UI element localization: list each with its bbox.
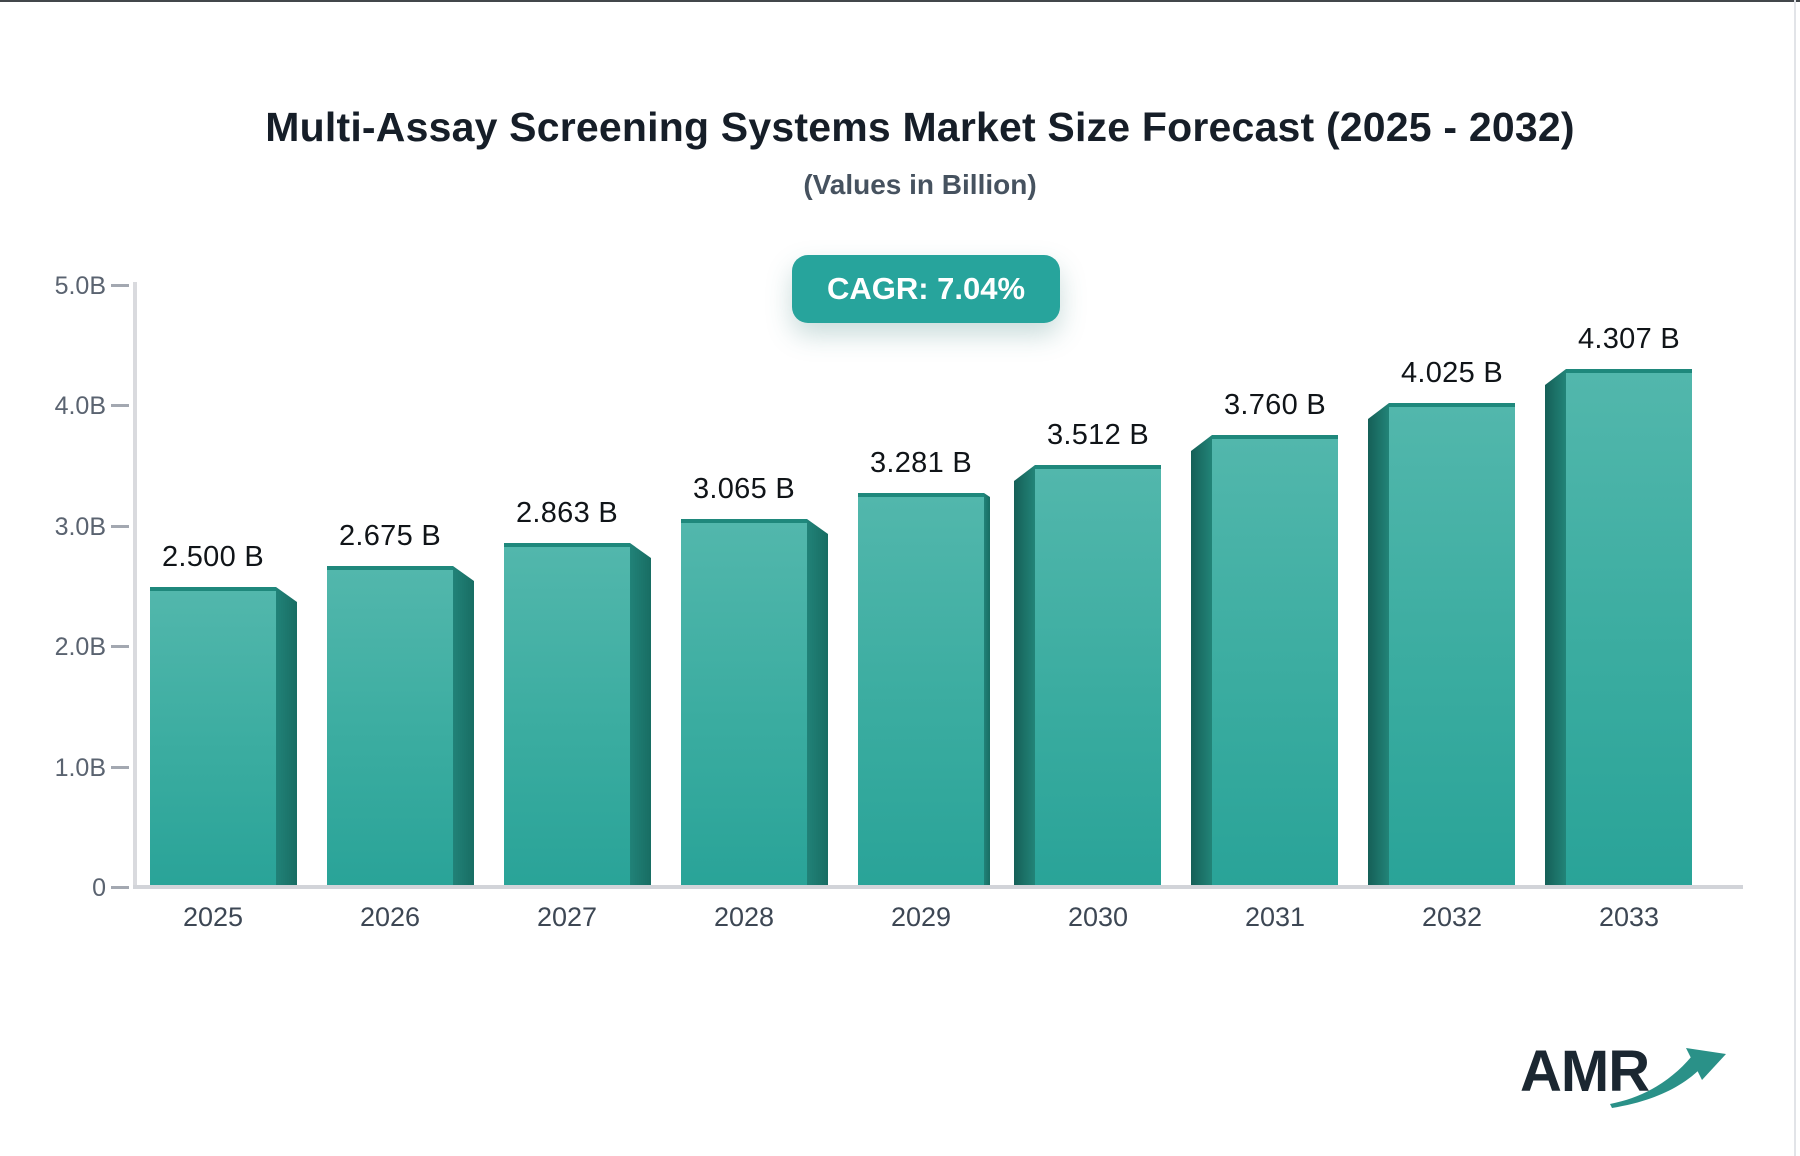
bar-2033 [1566,369,1692,889]
x-axis-label-2026: 2026 [359,902,421,932]
x-axis-label-2030: 2030 [1067,902,1129,932]
bar-3d-side [1545,369,1566,889]
bar-value-label: 2.863 B [515,497,619,529]
bar-value-label: 3.512 B [1046,419,1150,451]
amr-logo-text: AMR [1520,1039,1650,1104]
amr-logo: AMR [1520,1032,1730,1112]
x-axis-baseline [133,885,1743,889]
bar-3d-side [276,587,297,889]
cagr-badge: CAGR: 7.04% [792,255,1060,323]
x-axis-label-2028: 2028 [713,902,775,932]
bar-2032 [1389,403,1515,889]
bar-3d-side [1368,403,1389,889]
bar-value-label: 3.281 B [869,447,973,479]
x-axis-label-2033: 2033 [1598,902,1660,932]
x-axis-label-2029: 2029 [890,902,952,932]
chart-subtitle: (Values in Billion) [803,169,1037,200]
bar-3d-side [1191,435,1212,889]
bar-3d-side [630,543,651,889]
window-top-edge [0,0,1800,2]
bar-3d-side [453,566,474,889]
bar-value-label: 4.307 B [1577,323,1681,355]
y-tick-mark [111,283,129,287]
bar-3d-side [807,519,828,889]
bar-3d-side [1014,465,1035,889]
bar-value-label: 2.500 B [161,541,265,573]
bar-value-label: 4.025 B [1400,357,1504,389]
bar-value-label: 3.760 B [1223,389,1327,421]
bar-2028 [681,519,807,889]
y-axis-line [133,282,137,888]
bar-3d-side [984,493,990,889]
bar-2027 [504,543,630,889]
y-tick-mark [111,404,129,407]
bar-value-label: 3.065 B [692,473,796,505]
y-tick-label: 2.0B [54,633,106,661]
x-axis-label-2027: 2027 [536,902,598,932]
bar-value-label: 2.675 B [338,520,442,552]
window-right-edge [1794,0,1796,1156]
y-tick-label: 1.0B [54,753,106,782]
y-tick-label: 3.0B [54,512,106,541]
bar-2026 [327,566,453,889]
y-tick-label: 4.0B [54,392,106,420]
bar-2030 [1035,465,1161,889]
chart-title: Multi-Assay Screening Systems Market Siz… [265,104,1575,150]
y-tick-label: 5.0B [54,271,106,300]
x-axis-label-2031: 2031 [1244,902,1306,932]
y-tick-mark [111,645,129,648]
x-axis-label-2032: 2032 [1421,902,1483,932]
bar-2025 [150,587,276,889]
bar-2029 [858,493,984,889]
x-axis-label-2025: 2025 [182,902,244,932]
y-tick-mark [111,886,129,889]
y-tick-mark [111,765,129,769]
bar-2031 [1212,435,1338,889]
y-tick-mark [111,524,129,528]
y-tick-label: 0 [92,874,106,902]
growth-arrow-icon [1610,1048,1726,1108]
